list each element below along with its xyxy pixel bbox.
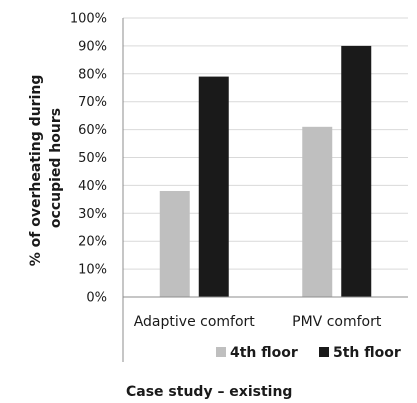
- y-axis-label: % of overheating during occupied hours: [28, 70, 64, 266]
- category-label: PMV comfort: [292, 314, 382, 330]
- axes: [122, 18, 408, 362]
- legend-label: 4th floor: [230, 345, 298, 361]
- category-label: Adaptive comfort: [134, 314, 256, 330]
- bar: [302, 126, 333, 297]
- chart-title: Case study – existing: [126, 384, 292, 400]
- y-tick-label: 70%: [78, 95, 107, 110]
- bars: [159, 45, 372, 298]
- y-tick-label: 90%: [78, 39, 107, 54]
- y-axis-label-line-1: % of overheating during: [28, 75, 44, 267]
- legend-swatch: [216, 347, 226, 357]
- bar: [198, 76, 229, 297]
- legend: 4th floor 5th floor: [216, 345, 401, 361]
- y-tick-label: 60%: [78, 123, 107, 138]
- y-tick-label: 50%: [78, 151, 107, 166]
- category-labels: Adaptive comfort PMV comfort: [134, 314, 382, 330]
- y-tick-label: 0%: [86, 291, 107, 306]
- y-tick-label: 40%: [78, 179, 107, 194]
- y-tick-label: 100%: [70, 12, 107, 27]
- y-tick-label: 30%: [78, 207, 107, 222]
- y-tick-label: 80%: [78, 67, 107, 82]
- bar: [159, 190, 190, 297]
- y-tick-labels: 0% 10% 20% 30% 40% 50% 60% 70% 80% 90% 100%: [70, 12, 107, 306]
- legend-label: 5th floor: [333, 345, 401, 361]
- y-axis-label-line-2: occupied hours: [48, 108, 64, 228]
- bar: [341, 45, 372, 298]
- y-tick-label: 10%: [78, 263, 107, 278]
- y-tick-label: 20%: [78, 235, 107, 250]
- legend-swatch: [319, 347, 329, 357]
